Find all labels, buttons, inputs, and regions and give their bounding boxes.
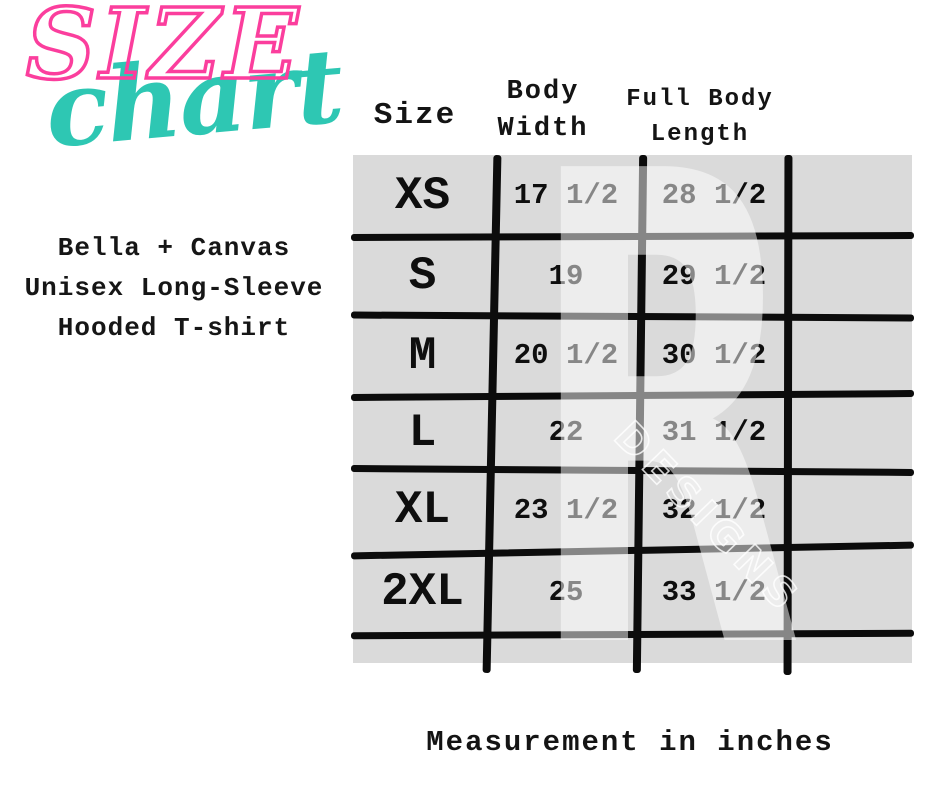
table-cell-empty-l [788,395,912,470]
table-cell-empty-xs [788,155,912,236]
table-cell-length-m: 30 1/2 [661,339,767,372]
table-cell-length-xl: 32 1/2 [661,493,767,527]
table-cell-length-s: 29 1/2 [661,259,767,293]
column-header-full-body-length-line2: Length [650,121,750,148]
table-cell-width-l: 22 [548,416,584,449]
column-header-full-body-length-line1: Full Body [626,86,774,113]
table-cell-size-xs: XS [394,169,451,222]
table-cell-width-m: 20 1/2 [513,339,619,372]
table-cell-width-xs: 17 1/2 [513,179,619,212]
column-header-body-width-line2: Width [497,114,589,144]
product-line-brand: Bella + Canvas [57,233,291,263]
measurement-note: Measurement in inches [426,726,834,759]
table-cell-empty-2xl [788,550,912,634]
table-cell-size-l: L [408,406,437,459]
size-table: XS 17 1/2 28 1/2 S 19 29 1/2 M 20 1/2 30… [353,155,912,634]
table-cell-width-2xl: 25 [548,575,584,609]
product-description: Bella + Canvas Unisex Long-Sleeve Hooded… [0,228,348,348]
table-cell-size-xl: XL [394,484,451,536]
column-header-body-width-line1: Body [506,77,580,107]
table-cell-size-m: M [408,329,437,382]
column-header-size: Size [373,98,457,133]
product-line-type: Hooded T-shirt [57,313,291,343]
table-cell-length-xs: 28 1/2 [661,179,767,212]
column-header-full-body-length: Full Body Length [603,82,797,152]
table-cell-width-s: 19 [548,259,584,293]
logo-size-word: SIZE [24,0,303,101]
product-line-style: Unisex Long-Sleeve [24,273,324,303]
table-cell-empty-m [788,316,912,395]
table-cell-length-l: 31 1/2 [661,416,767,449]
table-cell-empty-s [788,236,912,316]
table-cell-width-xl: 23 1/2 [513,493,619,527]
table-grid-vline-3 [783,154,793,676]
table-cell-size-2xl: 2XL [381,566,464,618]
table-cell-length-2xl: 33 1/2 [661,575,767,609]
column-header-body-width: Body Width [468,74,618,148]
table-cell-size-s: S [408,250,437,302]
table-cell-empty-xl [788,470,912,550]
